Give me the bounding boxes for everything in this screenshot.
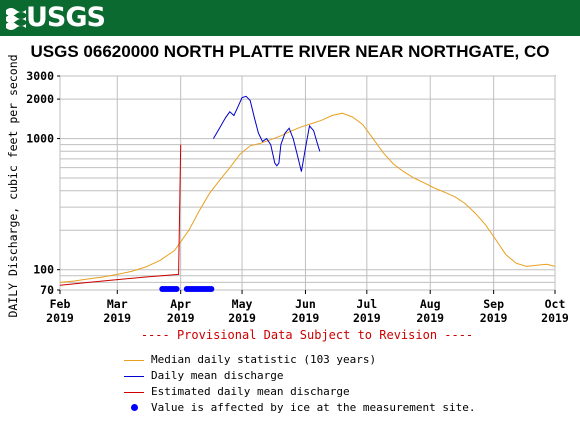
x-tick-year: 2019 bbox=[167, 311, 195, 325]
legend-label-daily-mean: Daily mean discharge bbox=[151, 369, 284, 382]
x-tick-year: 2019 bbox=[353, 311, 381, 325]
x-tick-label: Apr bbox=[170, 297, 191, 311]
chart-title: USGS 06620000 NORTH PLATTE RIVER NEAR NO… bbox=[30, 42, 550, 61]
x-tick-year: 2019 bbox=[46, 311, 74, 325]
y-tick-label: 1000 bbox=[26, 132, 54, 146]
legend-label-estimated: Estimated daily mean discharge bbox=[151, 385, 350, 398]
x-tick-year: 2019 bbox=[480, 311, 508, 325]
estimated-line bbox=[59, 144, 182, 286]
legend-label-ice: Value is affected by ice at the measurem… bbox=[151, 401, 476, 414]
y-tick-label: 2000 bbox=[26, 92, 54, 106]
y-axis-label: DAILY Discharge, cubic feet per second bbox=[6, 54, 20, 317]
x-tick-label: Jul bbox=[356, 297, 377, 311]
y-tick-label: 70 bbox=[40, 283, 54, 297]
median-swatch bbox=[124, 360, 144, 361]
plot-area bbox=[59, 75, 556, 291]
x-tick-label: Sep bbox=[483, 297, 504, 311]
usgs-logo: USGS bbox=[26, 2, 106, 33]
ice-marker bbox=[173, 286, 180, 292]
usgs-banner: USGS bbox=[0, 0, 580, 36]
legend-label-median: Median daily statistic (103 years) bbox=[151, 353, 377, 366]
x-tick-label: Mar bbox=[107, 297, 128, 311]
y-tick-label: 100 bbox=[33, 263, 54, 277]
daily-mean-line bbox=[212, 95, 321, 172]
x-tick-label: May bbox=[232, 297, 253, 311]
y-tick-label: 3000 bbox=[26, 69, 54, 83]
x-tick-label: Feb bbox=[50, 297, 71, 311]
axis-labels: 70100100020003000Feb2019Mar2019Apr2019Ma… bbox=[26, 69, 569, 325]
median-line bbox=[59, 112, 556, 283]
x-tick-year: 2019 bbox=[103, 311, 131, 325]
grid-lines bbox=[59, 75, 556, 291]
x-tick-year: 2019 bbox=[541, 311, 569, 325]
x-tick-year: 2019 bbox=[416, 311, 444, 325]
estimated-swatch bbox=[124, 392, 144, 393]
x-tick-label: Oct bbox=[545, 297, 566, 311]
ice-marker bbox=[208, 286, 215, 292]
series-lines bbox=[59, 95, 556, 286]
provisional-annotation: ---- Provisional Data Subject to Revisio… bbox=[141, 328, 473, 342]
x-tick-year: 2019 bbox=[292, 311, 320, 325]
ice-dot-icon bbox=[131, 404, 138, 411]
ice-markers bbox=[159, 286, 215, 292]
daily-mean-swatch bbox=[124, 376, 144, 377]
x-tick-label: Jun bbox=[295, 297, 316, 311]
x-tick-year: 2019 bbox=[228, 311, 256, 325]
x-tick-label: Aug bbox=[420, 297, 441, 311]
usgs-wave-logo-icon bbox=[6, 8, 26, 30]
